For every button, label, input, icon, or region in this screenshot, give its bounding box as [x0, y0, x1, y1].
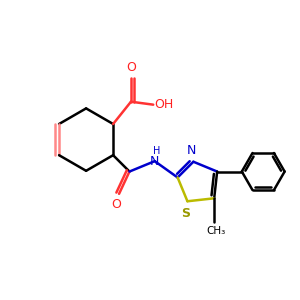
Text: OH: OH — [155, 98, 174, 111]
Text: O: O — [126, 61, 136, 74]
Text: O: O — [111, 198, 121, 211]
Text: N: N — [187, 144, 196, 157]
Text: S: S — [182, 207, 190, 220]
Text: H: H — [152, 146, 160, 156]
Text: N: N — [150, 154, 159, 168]
Text: CH₃: CH₃ — [206, 226, 225, 236]
